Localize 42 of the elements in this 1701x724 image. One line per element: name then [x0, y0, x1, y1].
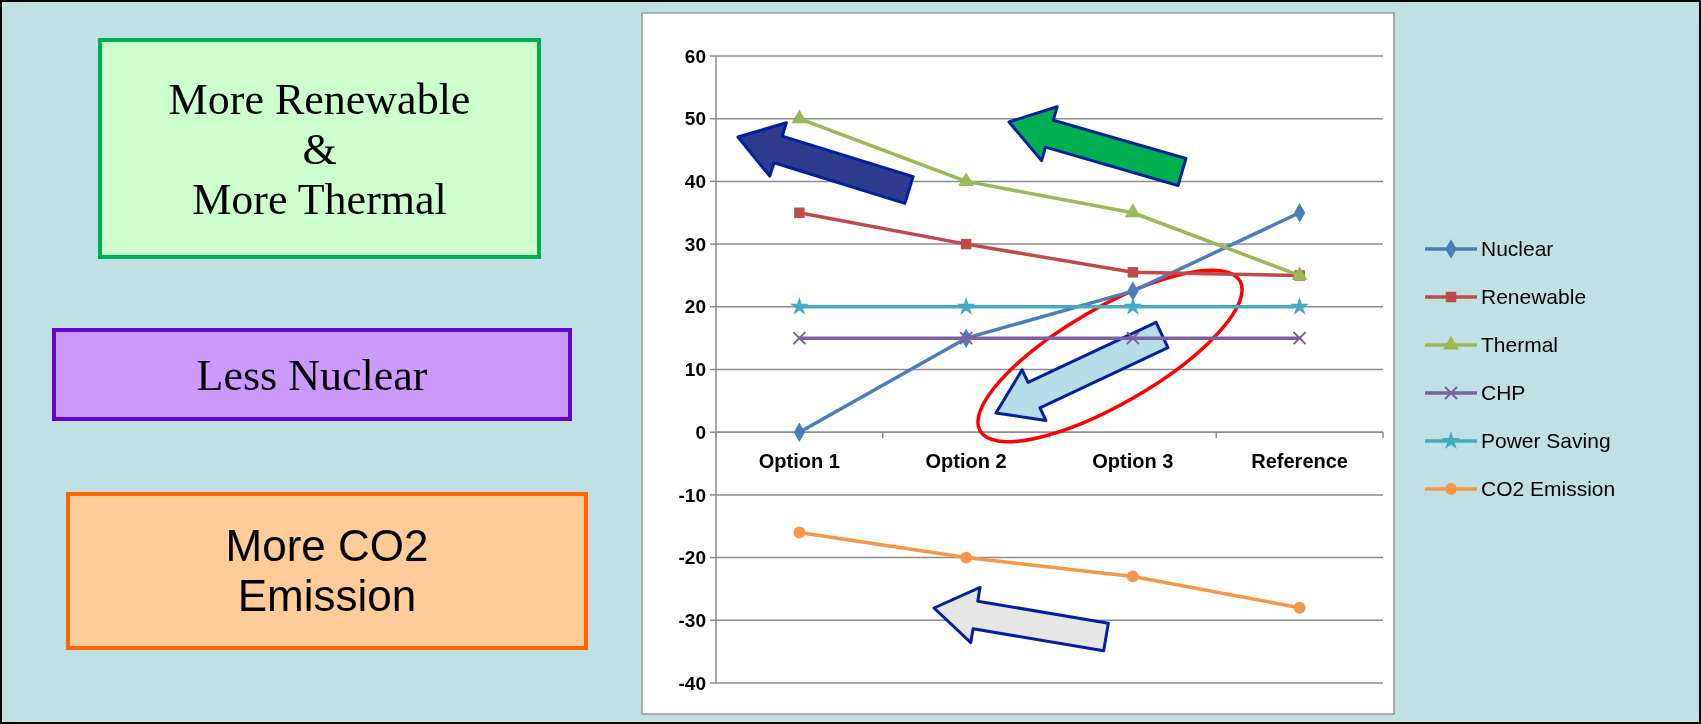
x-tick-label: Option 1 — [758, 450, 840, 473]
point — [1292, 331, 1307, 346]
y-tick-label: 60 — [684, 45, 706, 67]
legend-label: Thermal — [1481, 333, 1559, 357]
y-tick-label: -30 — [678, 609, 706, 631]
y-tick-label: 30 — [684, 233, 706, 255]
y-tick-label: 40 — [684, 171, 706, 193]
point — [1290, 296, 1310, 315]
point — [956, 296, 976, 315]
x-tick-label: Option 2 — [925, 450, 1007, 473]
y-tick-label: 0 — [695, 421, 706, 443]
y-tick-label: 10 — [684, 359, 706, 381]
point — [789, 296, 809, 315]
y-tick-label: -40 — [678, 672, 706, 694]
legend-label: Power Saving — [1481, 429, 1611, 453]
legend-label: CHP — [1481, 381, 1526, 405]
point — [1124, 203, 1141, 218]
text: More CO2 Emission — [225, 521, 429, 620]
x-tick-label: Option 3 — [1092, 450, 1174, 473]
point — [1291, 266, 1308, 281]
legend-label: Renewable — [1481, 285, 1587, 309]
x-tick-label: Reference — [1251, 450, 1348, 473]
point — [1126, 570, 1139, 583]
y-tick-label: -20 — [678, 547, 706, 569]
text: Less Nuclear — [196, 350, 428, 400]
y-tick-label: 50 — [684, 108, 706, 130]
y-tick-label: 20 — [684, 296, 706, 318]
point — [960, 551, 973, 564]
y-tick-label: -10 — [678, 484, 706, 506]
point — [792, 331, 807, 346]
legend-label: Nuclear — [1481, 237, 1554, 261]
point — [1293, 601, 1306, 614]
text: More Renewable & More Thermal — [168, 74, 471, 224]
point — [958, 172, 975, 186]
legend-label: CO2 Emission — [1481, 477, 1616, 501]
point — [960, 238, 972, 250]
point — [793, 526, 806, 539]
point — [791, 109, 808, 124]
point — [1127, 267, 1139, 278]
point — [1125, 331, 1140, 346]
point — [794, 207, 805, 218]
point — [1123, 296, 1143, 315]
